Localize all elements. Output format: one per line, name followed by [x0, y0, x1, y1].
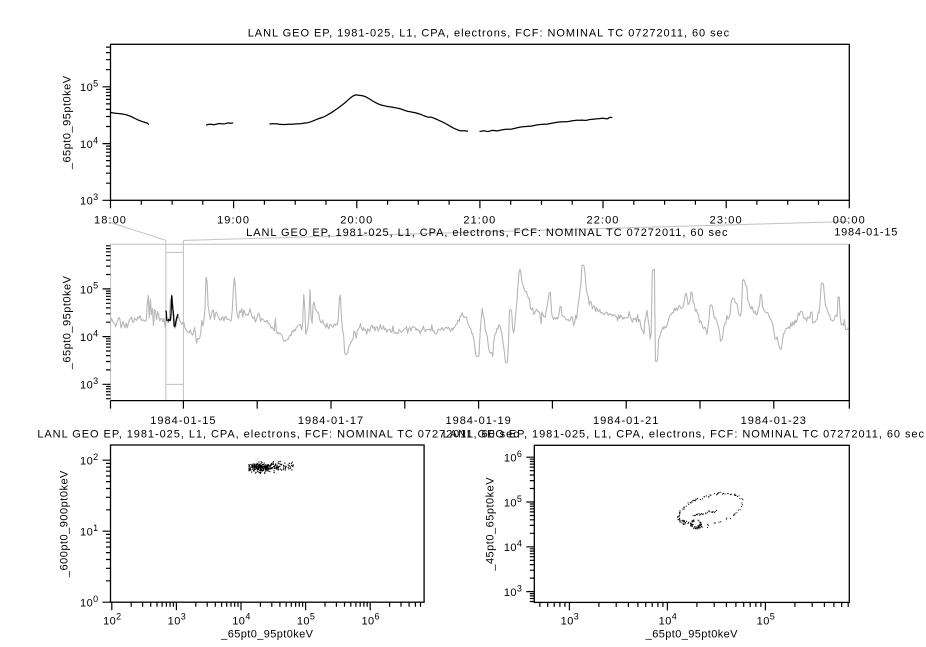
svg-text:_65pt0_95pt0keV: _65pt0_95pt0keV [645, 629, 739, 641]
svg-text:1984-01-15: 1984-01-15 [834, 227, 898, 239]
svg-text:1984-01-23: 1984-01-23 [741, 415, 807, 427]
svg-text:00:00: 00:00 [833, 215, 866, 227]
svg-text:1984-01-19: 1984-01-19 [445, 415, 511, 427]
svg-text:_45pt0_65pt0keV: _45pt0_65pt0keV [485, 477, 497, 572]
svg-text:18:00: 18:00 [94, 215, 127, 227]
svg-text:LANL GEO EP, 1981-025, L1, CPA: LANL GEO EP, 1981-025, L1, CPA, electron… [443, 429, 925, 441]
svg-text:1984-01-21: 1984-01-21 [593, 415, 659, 427]
svg-text:22:00: 22:00 [586, 215, 619, 227]
svg-text:LANL GEO EP, 1981-025, L1, CPA: LANL GEO EP, 1981-025, L1, CPA, electron… [248, 27, 730, 39]
svg-text:_600pt0_900pt0keV: _600pt0_900pt0keV [59, 470, 71, 578]
svg-text:21:00: 21:00 [463, 215, 496, 227]
svg-text:_65pt0_95pt0keV: _65pt0_95pt0keV [62, 275, 74, 370]
svg-text:_65pt0_95pt0keV: _65pt0_95pt0keV [62, 75, 74, 170]
svg-text:1984-01-17: 1984-01-17 [298, 415, 364, 427]
svg-text:LANL GEO EP, 1981-025, L1, CPA: LANL GEO EP, 1981-025, L1, CPA, electron… [37, 429, 519, 441]
svg-text:23:00: 23:00 [710, 215, 743, 227]
svg-text:19:00: 19:00 [217, 215, 250, 227]
svg-text:LANL GEO EP, 1981-025, L1, CPA: LANL GEO EP, 1981-025, L1, CPA, electron… [246, 227, 728, 239]
svg-text:1984-01-15: 1984-01-15 [150, 415, 216, 427]
svg-text:_65pt0_95pt0keV: _65pt0_95pt0keV [220, 629, 314, 641]
svg-text:20:00: 20:00 [340, 215, 373, 227]
